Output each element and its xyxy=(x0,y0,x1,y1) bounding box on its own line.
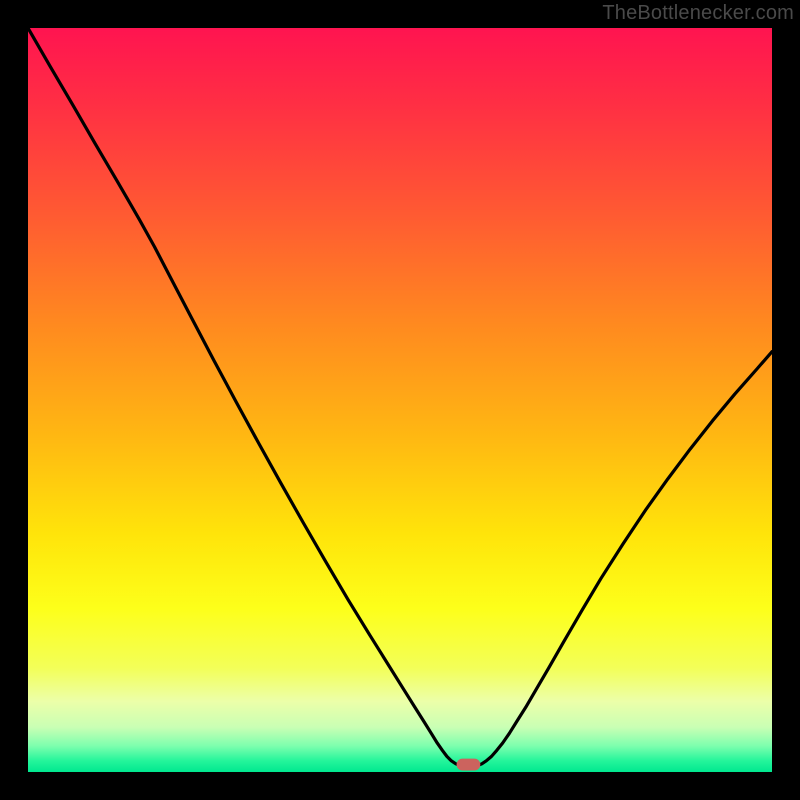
gradient-background xyxy=(28,28,772,772)
chart-svg xyxy=(28,28,772,772)
plot-area xyxy=(28,28,772,772)
chart-frame: TheBottlenecker.com xyxy=(0,0,800,800)
optimum-marker xyxy=(457,759,481,771)
watermark-label: TheBottlenecker.com xyxy=(602,2,794,25)
